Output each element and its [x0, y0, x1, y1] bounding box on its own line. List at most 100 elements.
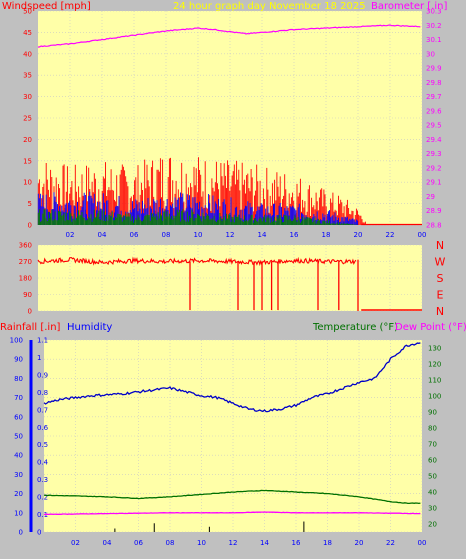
x-tick-label: 22: [386, 539, 395, 547]
wind-direction-series: [37, 256, 357, 267]
rainfall-title: Rainfall [.in]: [0, 322, 61, 333]
compass-label: W: [435, 256, 446, 269]
humidity-tick-label: 50: [14, 433, 23, 441]
temperature-tick-label: 30: [428, 505, 437, 513]
barometer-series: [37, 24, 421, 48]
x-tick-label: 06: [134, 539, 143, 547]
x-tick-label: 04: [103, 539, 112, 547]
humidity-tick-label: 0: [19, 529, 23, 537]
rain-tick-label: 0.4: [37, 459, 49, 467]
humidity-tick-label: 70: [14, 394, 23, 402]
temperature-tick-label: 90: [428, 409, 437, 417]
humidity-series: [43, 342, 421, 413]
x-tick-label: 10: [197, 539, 206, 547]
y-tick-label: 45: [23, 29, 32, 37]
humidity-tick-label: 30: [14, 471, 23, 479]
compass-label: S: [437, 272, 444, 285]
barometer-tick-label: 30.3: [426, 8, 442, 16]
date-title: 24 hour graph day November 18 2025: [173, 1, 366, 12]
humidity-title: Humidity: [67, 322, 112, 333]
y-tick-label: 0: [28, 308, 32, 316]
wind-low-series: [37, 209, 358, 225]
y-tick-label: 25: [23, 115, 32, 123]
y-tick-label: 0: [28, 222, 32, 230]
humidity-tick-label: 80: [14, 375, 23, 383]
temperature-tick-label: 70: [428, 441, 437, 449]
compass-label: N: [436, 239, 444, 252]
rain-tick-label: 0.6: [37, 424, 49, 432]
y-tick-label: 180: [19, 275, 32, 283]
x-tick-label: 02: [71, 539, 80, 547]
x-tick-label: 14: [258, 231, 267, 239]
humidity-tick-label: 40: [14, 452, 23, 460]
temperature-tick-label: 100: [428, 393, 441, 401]
x-tick-label: 16: [292, 539, 301, 547]
temperature-tick-label: 80: [428, 425, 437, 433]
barometer-tick-label: 29.2: [426, 164, 442, 172]
barometer-tick-label: 28.9: [426, 207, 442, 215]
barometer-tick-label: 29.3: [426, 150, 442, 158]
humidity-tick-label: 100: [10, 337, 23, 345]
x-tick-label: 16: [290, 231, 299, 239]
x-tick-label: 06: [130, 231, 139, 239]
temperature-series: [43, 489, 421, 505]
y-tick-label: 40: [23, 50, 32, 58]
x-tick-label: 18: [322, 231, 331, 239]
x-tick-label: 20: [354, 231, 363, 239]
barometer-tick-label: 30.2: [426, 22, 442, 30]
humidity-tick-label: 20: [14, 490, 23, 498]
rain-tick-label: 1.1: [37, 337, 48, 345]
barometer-tick-label: 28.8: [426, 222, 442, 230]
x-tick-label: 02: [66, 231, 75, 239]
barometer-tick-label: 30: [426, 50, 435, 58]
rain-tick-label: 0.7: [37, 406, 48, 414]
x-tick-label: 22: [386, 231, 395, 239]
temperature-tick-label: 110: [428, 377, 441, 385]
y-tick-label: 90: [23, 291, 32, 299]
windspeed-barometer-chart: 0 5 10 15 20 25 30 35 40 45 50 28.8 28.9 29 29.1 29.2 29…: [23, 8, 442, 240]
rain-humidity-temperature-chart: 010203040506070809010000.10.20.30.40.50.…: [10, 337, 442, 548]
temperature-tick-label: 20: [428, 521, 437, 529]
temperature-tick-label: 40: [428, 489, 437, 497]
x-tick-label: 12: [229, 539, 238, 547]
barometer-tick-label: 29.1: [426, 179, 442, 187]
windspeed-title: Windspeed [mph]: [2, 1, 91, 12]
x-tick-label: 10: [194, 231, 203, 239]
y-tick-label: 270: [19, 258, 32, 266]
y-tick-label: 15: [23, 157, 32, 165]
humidity-tick-label: 60: [14, 413, 23, 421]
y-tick-label: 35: [23, 72, 32, 80]
x-tick-label: 14: [260, 539, 269, 547]
y-tick-label: 5: [28, 200, 32, 208]
temperature-title: Temperature (°F): [312, 322, 398, 333]
rain-tick-label: 0.2: [37, 494, 48, 502]
barometer-tick-label: 29.5: [426, 122, 442, 130]
y-tick-label: 50: [23, 8, 32, 16]
x-tick-label: 04: [98, 231, 107, 239]
rain-tick-label: 1: [37, 354, 41, 362]
temperature-tick-label: 120: [428, 361, 441, 369]
rain-tick-label: 0.1: [37, 511, 48, 519]
x-tick-label: 18: [323, 539, 332, 547]
humidity-tick-label: 10: [14, 509, 23, 517]
humidity-tick-label: 90: [14, 356, 23, 364]
barometer-tick-label: 30.1: [426, 36, 442, 44]
x-tick-label: 12: [226, 231, 235, 239]
x-tick-label: 08: [162, 231, 171, 239]
barometer-tick-label: 29.9: [426, 65, 442, 73]
compass-label: E: [437, 289, 444, 302]
y-tick-label: 10: [23, 179, 32, 187]
compass-label: N: [436, 305, 444, 318]
barometer-title: Barometer [.in]: [371, 1, 447, 12]
dew-point-series: [43, 511, 421, 516]
rain-tick-label: 0.5: [37, 441, 48, 449]
temperature-tick-label: 130: [428, 345, 441, 353]
x-tick-label: 00: [418, 231, 427, 239]
x-tick-label: 00: [418, 539, 427, 547]
barometer-tick-label: 29: [426, 193, 435, 201]
temperature-tick-label: 60: [428, 457, 437, 465]
y-tick-label: 360: [19, 242, 32, 250]
